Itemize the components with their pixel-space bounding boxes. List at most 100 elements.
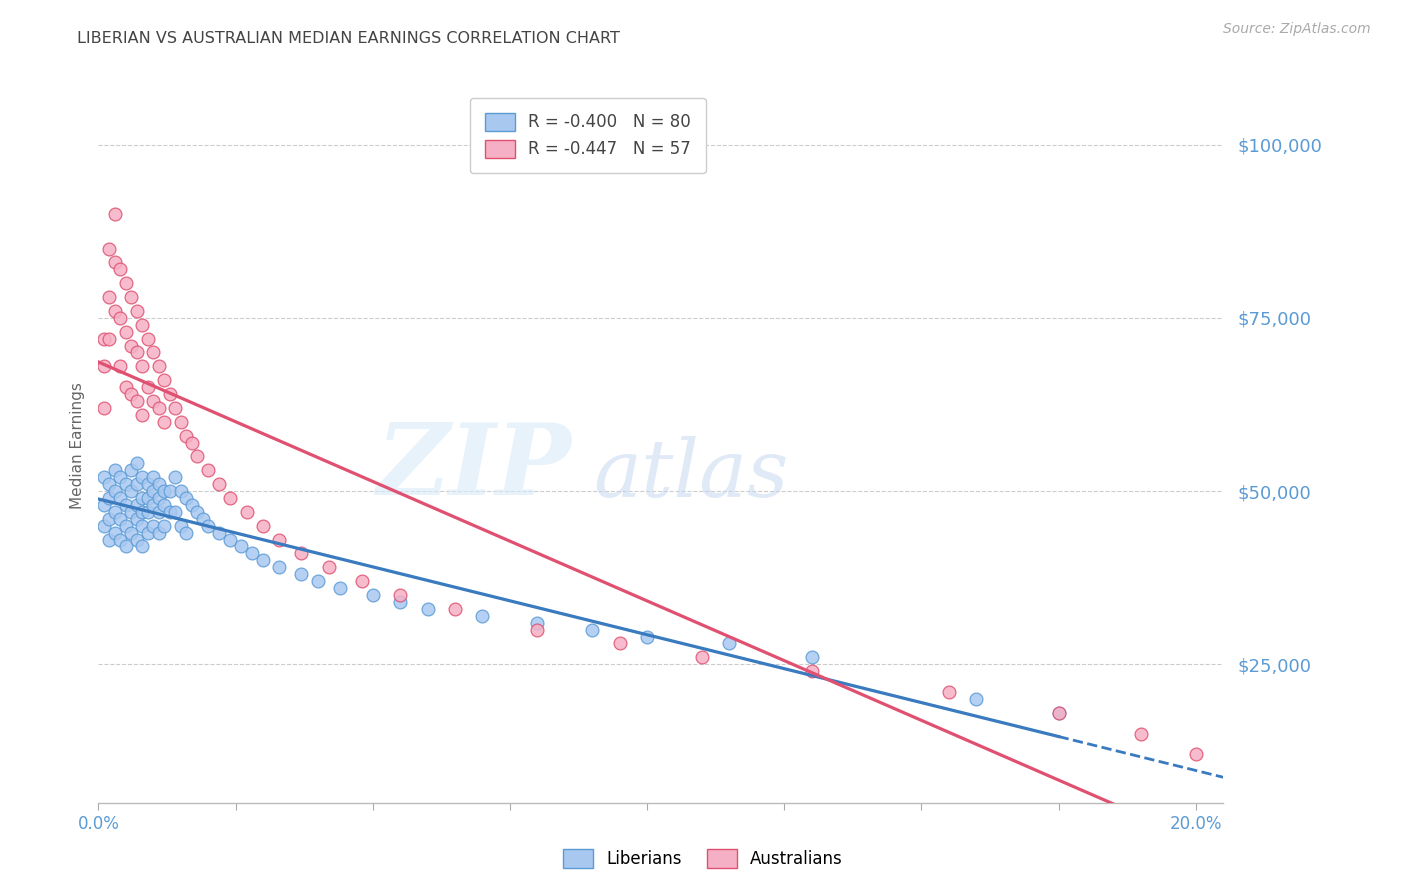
Point (526, 615, 548, 630)
Point (125, 512, 148, 526)
Point (136, 505, 159, 519)
Point (104, 483, 127, 498)
Point (93, 518, 115, 533)
Point (148, 525, 170, 540)
Point (1047, 706, 1070, 720)
Point (115, 498, 138, 512)
Point (148, 359, 170, 374)
Point (444, 602, 467, 616)
Point (252, 518, 274, 533)
Point (125, 394, 148, 409)
Point (148, 477, 170, 491)
Point (416, 602, 439, 616)
Point (938, 685, 960, 699)
Point (120, 483, 142, 498)
Point (131, 470, 153, 484)
Point (208, 477, 231, 491)
Point (110, 262, 132, 277)
Point (120, 463, 142, 477)
Point (1047, 706, 1070, 720)
Point (165, 470, 187, 484)
Point (581, 623, 603, 637)
Legend: R = -0.400   N = 80, R = -0.447   N = 57: R = -0.400 N = 80, R = -0.447 N = 57 (470, 97, 706, 173)
Point (240, 546, 263, 560)
Point (174, 525, 197, 540)
Point (110, 359, 132, 374)
Point (98, 533, 121, 547)
Point (110, 470, 132, 484)
Point (131, 359, 153, 374)
Point (170, 518, 193, 533)
Point (329, 581, 352, 595)
Point (180, 435, 202, 450)
Point (186, 505, 208, 519)
Point (93, 498, 115, 512)
Point (165, 505, 187, 519)
Point (800, 664, 823, 678)
Point (153, 373, 176, 387)
Point (636, 630, 658, 644)
Point (526, 623, 548, 637)
Point (131, 505, 153, 519)
Point (159, 387, 181, 401)
Point (110, 512, 132, 526)
Text: atlas: atlas (593, 436, 789, 513)
Point (125, 477, 148, 491)
Point (197, 463, 219, 477)
Point (191, 512, 214, 526)
Point (153, 498, 176, 512)
Point (136, 491, 159, 505)
Point (115, 325, 138, 339)
Point (120, 387, 142, 401)
Point (269, 533, 291, 547)
Point (159, 505, 181, 519)
Point (165, 401, 187, 415)
Point (131, 318, 153, 332)
Point (110, 491, 132, 505)
Point (93, 401, 115, 415)
Point (131, 518, 153, 533)
Point (471, 608, 494, 623)
Point (125, 345, 148, 359)
Point (131, 408, 153, 422)
Point (350, 574, 373, 588)
Point (235, 505, 257, 519)
Point (125, 456, 148, 470)
Point (318, 560, 340, 574)
Point (98, 477, 121, 491)
Point (98, 491, 121, 505)
Point (110, 310, 132, 325)
Point (136, 477, 159, 491)
Point (115, 518, 138, 533)
Point (104, 463, 127, 477)
Point (125, 304, 148, 318)
Point (142, 518, 165, 533)
Point (174, 428, 197, 442)
Point (104, 255, 127, 269)
Point (93, 332, 115, 346)
Point (186, 450, 208, 464)
Point (115, 540, 138, 554)
Point (170, 415, 193, 429)
Point (98, 512, 121, 526)
Point (131, 491, 153, 505)
Point (148, 491, 170, 505)
Point (120, 505, 142, 519)
Text: LIBERIAN VS AUSTRALIAN MEDIAN EARNINGS CORRELATION CHART: LIBERIAN VS AUSTRALIAN MEDIAN EARNINGS C… (77, 31, 620, 46)
Point (148, 401, 170, 415)
Point (98, 290, 121, 304)
Point (361, 588, 384, 602)
Point (120, 338, 142, 352)
Point (104, 207, 127, 221)
Legend: Liberians, Australians: Liberians, Australians (557, 843, 849, 875)
Point (800, 650, 823, 665)
Point (174, 491, 197, 505)
Point (389, 595, 412, 609)
Point (125, 498, 148, 512)
Point (690, 650, 713, 665)
Point (219, 533, 242, 547)
Point (115, 276, 138, 290)
Y-axis label: Median Earnings: Median Earnings (69, 383, 84, 509)
Point (136, 332, 159, 346)
Point (1129, 726, 1152, 740)
